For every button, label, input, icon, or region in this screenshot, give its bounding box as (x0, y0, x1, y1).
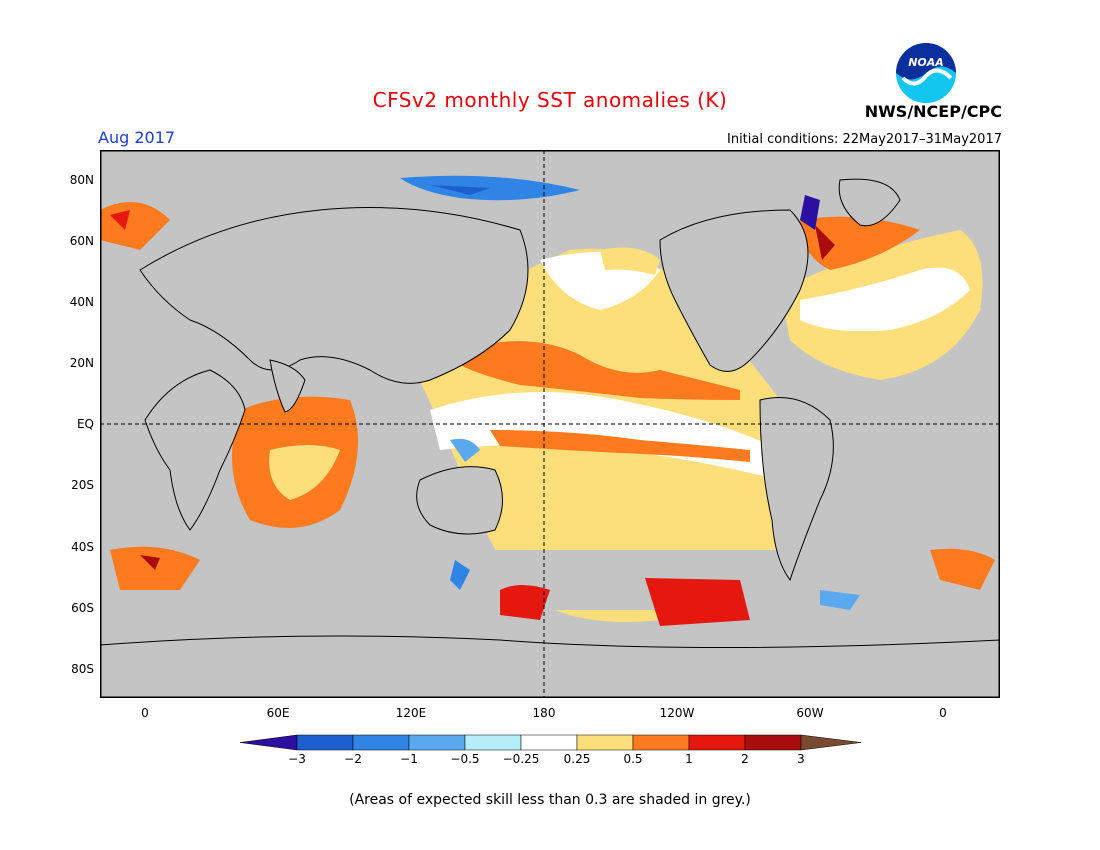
initial-conditions-label: Initial conditions: 22May2017–31May2017 (727, 132, 1002, 147)
logo-text: NOAA (908, 56, 944, 69)
lon-label: 120W (659, 706, 695, 720)
colorbar-swatch (408, 734, 466, 751)
colorbar-label: −0.5 (450, 752, 480, 766)
colorbar-swatch (464, 734, 522, 751)
colorbar-label: −3 (288, 752, 306, 766)
colorbar-swatch (520, 734, 578, 751)
lon-label: 0 (939, 706, 947, 720)
colorbar-label: 0.25 (563, 752, 591, 766)
skill-footnote: (Areas of expected skill less than 0.3 a… (349, 792, 751, 808)
lon-label: 60W (796, 706, 824, 720)
colorbar-swatch (576, 734, 634, 751)
colorbar-label: 2 (741, 752, 749, 766)
colorbar (239, 734, 862, 751)
colorbar-swatch (744, 734, 802, 751)
lon-label: 120E (395, 706, 427, 720)
lon-label: 0 (141, 706, 149, 720)
lat-label: 20N (69, 356, 94, 370)
lat-label: EQ (76, 417, 94, 431)
noaa-logo: NOAA (896, 43, 956, 103)
colorbar-swatch (352, 734, 410, 751)
anomaly-field (100, 175, 1000, 626)
colorbar-arrow-low (239, 734, 298, 751)
colorbar-label: 0.5 (623, 752, 643, 766)
lat-label: 60S (71, 601, 94, 615)
colorbar-label: 3 (797, 752, 805, 766)
colorbar-arrow-high (800, 734, 862, 751)
lat-label: 80S (71, 662, 94, 676)
lon-label: 60E (266, 706, 290, 720)
colorbar-label: 1 (685, 752, 693, 766)
valid-month-label: Aug 2017 (98, 128, 176, 147)
colorbar-swatch (688, 734, 746, 751)
agency-label: NWS/NCEP/CPC (864, 102, 1002, 121)
colorbar-swatch (632, 734, 690, 751)
land-outlines (100, 178, 1000, 698)
colorbar-label: −0.25 (502, 752, 540, 766)
chart-title: CFSv2 monthly SST anomalies (K) (372, 88, 728, 112)
lat-label: 20S (71, 478, 94, 492)
lat-label: 80N (69, 173, 94, 187)
lat-label: 40S (71, 540, 94, 554)
lon-label: 180 (532, 706, 556, 720)
colorbar-label: −1 (400, 752, 418, 766)
sst-anomaly-map (100, 150, 1000, 698)
colorbar-label: −2 (344, 752, 362, 766)
colorbar-swatch (296, 734, 354, 751)
lat-label: 40N (69, 295, 94, 309)
lat-label: 60N (69, 234, 94, 248)
